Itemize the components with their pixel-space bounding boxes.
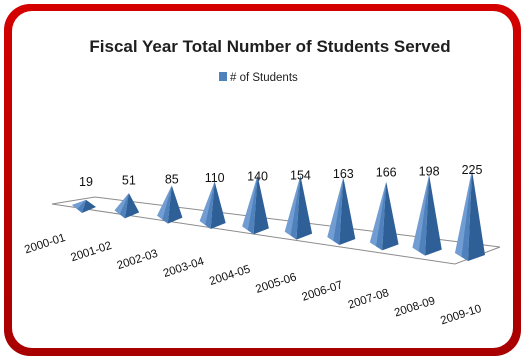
pyramid-face-side (425, 174, 442, 256)
pyramid-face-side (468, 170, 485, 261)
pyramid-series (72, 170, 485, 261)
pyramid-highlight (412, 174, 430, 252)
pyramid-highlight (114, 193, 129, 215)
pyramid-face-side (124, 193, 140, 219)
value-label: 198 (419, 164, 440, 178)
value-label: 154 (290, 168, 311, 182)
value-label: 163 (333, 167, 354, 181)
pyramid-face-side (82, 199, 96, 213)
value-label: 19 (79, 175, 93, 189)
chart-panel (12, 11, 513, 348)
pyramid-face-side (210, 181, 226, 229)
pyramid-bar (327, 177, 356, 245)
value-label: 140 (247, 170, 268, 184)
pyramid-highlight (369, 181, 387, 247)
legend: # of Students (219, 72, 298, 84)
pyramid-face-side (296, 175, 313, 240)
value-label: 51 (122, 174, 136, 188)
pyramid-bar (242, 175, 269, 235)
pyramid-highlight (72, 199, 86, 209)
legend-entry: # of Students (230, 72, 298, 84)
pyramid-bar (114, 193, 140, 219)
pyramid-face-side (253, 175, 269, 235)
pyramid-bar (72, 199, 96, 213)
chart-title: Fiscal Year Total Number of Students Ser… (89, 37, 450, 56)
pyramid-face-side (339, 177, 356, 245)
pyramid-face-side (382, 181, 399, 251)
pyramid-bar (157, 185, 183, 224)
pyramid-highlight (284, 175, 301, 236)
pyramid-face-side (167, 185, 183, 224)
pyramid-bar (455, 170, 485, 261)
pyramid-bar (412, 174, 442, 256)
pyramid-highlight (455, 170, 472, 257)
pyramid-highlight (199, 181, 215, 225)
legend-swatch (219, 72, 227, 81)
value-label: 110 (205, 171, 225, 185)
pyramid-highlight (157, 185, 172, 220)
pyramid-bar (199, 181, 226, 229)
pyramid-highlight (327, 177, 344, 241)
pyramid-bar (284, 175, 313, 240)
value-label: 225 (462, 163, 483, 177)
value-label: 166 (376, 166, 397, 180)
pyramid-highlight (242, 175, 258, 231)
pyramid-bar (369, 181, 399, 251)
value-label: 85 (165, 172, 179, 186)
value-labels: 19 51 85 110 140 154 163 166 198 225 (79, 163, 482, 189)
